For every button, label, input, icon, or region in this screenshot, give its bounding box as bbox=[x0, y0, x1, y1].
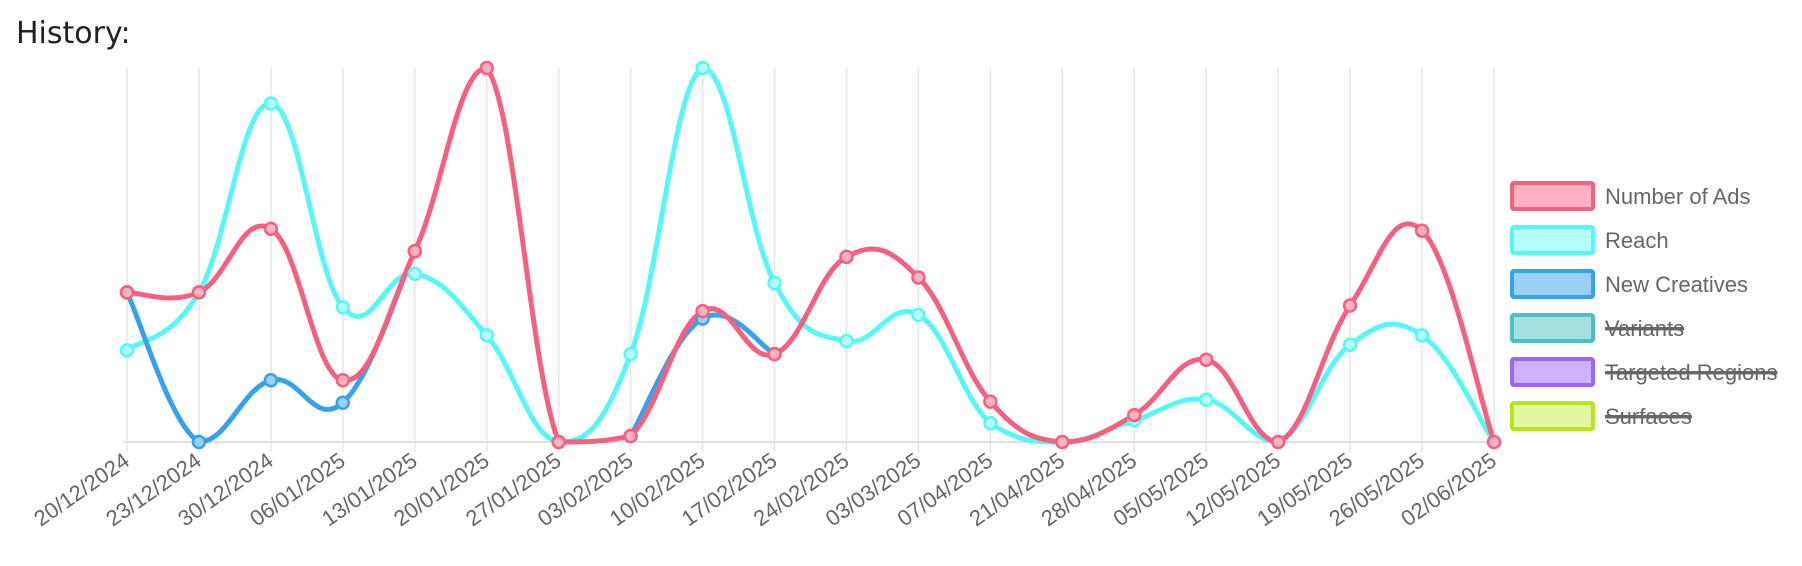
data-point-number-of-ads[interactable] bbox=[1127, 407, 1142, 423]
data-point-number-of-ads[interactable] bbox=[479, 60, 494, 76]
legend-item-reach[interactable]: Reach bbox=[1510, 225, 1669, 255]
data-point-number-of-ads[interactable] bbox=[551, 434, 566, 450]
data-point-reach[interactable] bbox=[479, 328, 494, 343]
legend: Number of Ads Reach New Creatives Variants T… bbox=[1510, 181, 1778, 431]
data-point-new-creatives[interactable] bbox=[191, 434, 207, 450]
data-point-reach[interactable] bbox=[1414, 328, 1430, 343]
data-point-reach[interactable] bbox=[263, 96, 279, 111]
legend-swatch bbox=[1510, 313, 1595, 343]
legend-swatch bbox=[1510, 225, 1595, 255]
legend-item-new-creatives[interactable]: New Creatives bbox=[1510, 269, 1748, 299]
legend-swatch bbox=[1510, 357, 1595, 387]
data-point-number-of-ads[interactable] bbox=[191, 285, 207, 300]
legend-label: New Creatives bbox=[1605, 272, 1748, 297]
data-point-number-of-ads[interactable] bbox=[695, 303, 710, 319]
legend-swatch bbox=[1510, 181, 1595, 211]
data-point-new-creatives[interactable] bbox=[335, 395, 351, 410]
series-lines bbox=[124, 65, 1497, 445]
data-point-number-of-ads[interactable] bbox=[1342, 298, 1358, 313]
data-point-number-of-ads[interactable] bbox=[1414, 223, 1430, 238]
data-point-new-creatives[interactable] bbox=[263, 373, 279, 388]
page-title: History: bbox=[16, 16, 131, 51]
data-point-number-of-ads[interactable] bbox=[1486, 434, 1502, 450]
legend-item-targeted-regions[interactable]: Targeted Regions bbox=[1510, 357, 1778, 387]
data-point-number-of-ads[interactable] bbox=[335, 373, 351, 388]
legend-item-variants[interactable]: Variants bbox=[1510, 313, 1685, 343]
data-point-reach[interactable] bbox=[623, 346, 638, 362]
data-point-reach[interactable] bbox=[839, 333, 854, 349]
data-point-number-of-ads[interactable] bbox=[1270, 434, 1286, 450]
data-point-number-of-ads[interactable] bbox=[623, 428, 638, 444]
legend-swatch bbox=[1510, 401, 1595, 431]
data-point-reach[interactable] bbox=[911, 307, 926, 323]
legend-swatch bbox=[1510, 269, 1595, 299]
grid-lines bbox=[123, 68, 1498, 452]
series-points bbox=[119, 60, 1502, 450]
legend-label: Reach bbox=[1605, 228, 1669, 253]
data-point-reach[interactable] bbox=[407, 266, 423, 281]
legend-item-number-of-ads[interactable]: Number of Ads bbox=[1510, 181, 1751, 211]
data-point-number-of-ads[interactable] bbox=[911, 270, 926, 285]
data-point-reach[interactable] bbox=[983, 416, 998, 431]
data-point-number-of-ads[interactable] bbox=[119, 285, 135, 300]
data-point-number-of-ads[interactable] bbox=[767, 346, 782, 362]
legend-label: Number of Ads bbox=[1605, 184, 1751, 209]
legend-item-surfaces[interactable]: Surfaces bbox=[1510, 401, 1692, 431]
data-point-number-of-ads[interactable] bbox=[983, 394, 998, 409]
data-point-number-of-ads[interactable] bbox=[263, 221, 279, 237]
series-line-number-of-ads bbox=[124, 65, 1497, 445]
data-point-reach[interactable] bbox=[1342, 337, 1358, 353]
data-point-number-of-ads[interactable] bbox=[407, 244, 423, 259]
data-point-reach[interactable] bbox=[335, 300, 351, 315]
data-point-number-of-ads[interactable] bbox=[839, 249, 854, 265]
series-line-reach bbox=[124, 65, 1497, 445]
data-point-number-of-ads[interactable] bbox=[1055, 434, 1070, 450]
data-point-reach[interactable] bbox=[767, 275, 782, 291]
data-point-number-of-ads[interactable] bbox=[1198, 352, 1214, 367]
x-axis-ticks: 20/12/202423/12/202430/12/202406/01/2025… bbox=[29, 448, 1501, 532]
data-point-reach[interactable] bbox=[1198, 392, 1214, 407]
data-point-reach[interactable] bbox=[119, 343, 135, 358]
data-point-reach[interactable] bbox=[695, 60, 710, 76]
